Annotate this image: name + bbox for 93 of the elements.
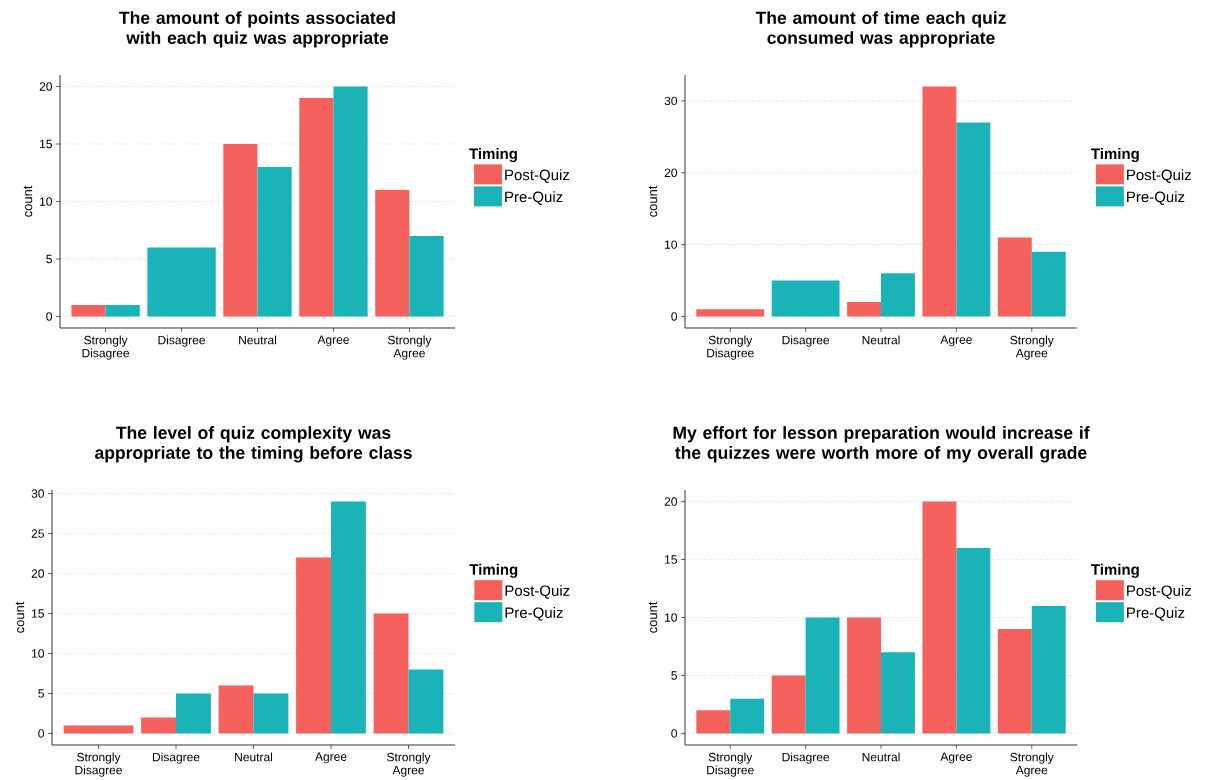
legend-label: Post-Quiz: [505, 169, 570, 183]
x-tick-label: Strongly Agree: [1010, 752, 1054, 777]
bar: [847, 617, 882, 734]
legend-label: Post-Quiz: [1127, 585, 1191, 599]
legend-label: Post-Quiz: [1127, 169, 1191, 183]
x-tick-label: Strongly Agree: [387, 752, 431, 777]
bar: [296, 557, 331, 734]
x-tick-label: Neutral: [862, 752, 900, 762]
bar: [922, 501, 957, 734]
y-tick-label: 20: [664, 168, 678, 177]
bar: [141, 717, 176, 734]
bar: [105, 305, 140, 317]
bar: [847, 302, 882, 317]
bar: [257, 167, 292, 317]
chart-title: The amount of points associated with each quiz was appropriate: [119, 11, 395, 48]
legend-title: Timing: [469, 148, 517, 163]
y-tick-label: 0: [38, 729, 45, 738]
bar: [71, 305, 106, 317]
legend-title: Timing: [469, 563, 518, 578]
bar: [997, 237, 1032, 317]
y-tick-label: 10: [665, 240, 678, 249]
y-tick-label: 0: [671, 312, 678, 321]
legend-title: Timing: [1091, 563, 1139, 578]
x-tick-label: Strongly Agree: [387, 335, 432, 360]
y-axis-title: count: [23, 185, 33, 217]
y-tick-label: 10: [40, 197, 53, 206]
y-tick-label: 0: [671, 729, 678, 738]
bar: [375, 190, 410, 317]
x-tick-label: Agree: [315, 752, 347, 764]
bar: [881, 652, 915, 734]
x-tick-label: Disagree: [158, 335, 205, 347]
bar: [331, 501, 366, 734]
y-tick-label: 20: [39, 82, 53, 91]
y-axis-title: count: [648, 601, 658, 633]
y-tick-label: 10: [32, 649, 45, 658]
bar: [218, 685, 254, 734]
x-tick-label: Disagree: [152, 752, 200, 764]
bar: [1031, 605, 1066, 734]
bar: [771, 675, 806, 734]
bar: [409, 236, 444, 317]
y-tick-label: 5: [46, 254, 52, 264]
y-tick-label: 25: [31, 529, 44, 538]
x-tick-label: Strongly Disagree: [707, 752, 754, 777]
legend-label: Pre-Quiz: [1127, 191, 1185, 205]
bar: [922, 86, 957, 317]
y-tick-label: 20: [31, 569, 45, 578]
bar: [956, 122, 991, 317]
y-tick-label: 15: [32, 609, 44, 618]
legend-label: Pre-Quiz: [1127, 607, 1185, 621]
bar: [881, 273, 915, 317]
x-tick-label: Neutral: [239, 335, 277, 345]
x-tick-label: Disagree: [782, 335, 830, 347]
x-tick-label: Agree: [940, 335, 972, 347]
x-tick-label: Neutral: [235, 752, 273, 762]
x-tick-label: Agree: [940, 752, 972, 764]
x-tick-label: Strongly Disagree: [707, 335, 754, 360]
chart-title: The level of quiz complexity was appropriate to the timing before class: [95, 426, 412, 463]
chart-title: The amount of time each quiz consumed was appropriate: [755, 11, 1006, 48]
bar: [299, 97, 334, 317]
bar: [805, 617, 840, 734]
y-tick-label: 5: [38, 689, 44, 698]
bar: [223, 144, 258, 317]
legend-title: Timing: [1091, 148, 1139, 163]
bar: [1031, 251, 1066, 317]
y-tick-label: 20: [664, 497, 678, 506]
bar: [696, 710, 731, 734]
bar: [730, 698, 765, 734]
y-tick-label: 10: [665, 613, 678, 622]
y-tick-label: 30: [664, 96, 678, 106]
bar: [408, 669, 444, 734]
y-axis-title: count: [648, 185, 658, 217]
y-tick-label: 15: [665, 555, 677, 564]
bar: [333, 86, 368, 317]
bar: [956, 547, 991, 734]
bar: [373, 613, 409, 734]
x-tick-label: Strongly Disagree: [75, 752, 122, 777]
x-tick-label: Disagree: [782, 752, 830, 764]
y-tick-label: 5: [671, 671, 677, 680]
bar: [253, 693, 289, 734]
x-tick-label: Strongly Disagree: [82, 335, 130, 360]
x-tick-label: Agree: [317, 335, 349, 347]
y-tick-label: 0: [46, 312, 53, 321]
bar: [997, 629, 1032, 734]
legend-label: Pre-Quiz: [505, 191, 563, 205]
y-tick-label: 30: [31, 489, 45, 498]
chart-title: My effort for lesson preparation would increase if the quizzes were worth more of my overall grade: [673, 426, 1090, 463]
legend-label: Post-Quiz: [505, 585, 570, 599]
x-tick-label: Neutral: [862, 335, 900, 345]
bar: [176, 693, 211, 734]
legend-label: Pre-Quiz: [505, 607, 563, 621]
x-tick-label: Strongly Agree: [1010, 335, 1054, 360]
y-tick-label: 15: [40, 139, 52, 149]
y-axis-title: count: [15, 601, 25, 633]
